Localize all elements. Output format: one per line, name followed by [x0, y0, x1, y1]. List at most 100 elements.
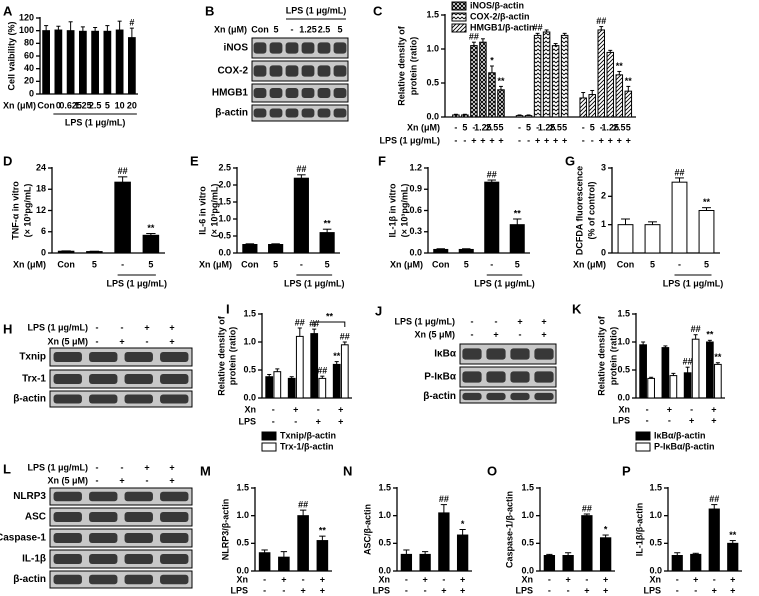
- y-axis-label: protein (ratio): [227, 327, 237, 386]
- band: [301, 65, 315, 77]
- y-tick-label: 12: [36, 205, 46, 215]
- condition-cell: 2.5: [89, 100, 102, 110]
- y-tick-label: 1.0: [521, 510, 534, 520]
- band: [301, 108, 315, 118]
- blot-strip: [49, 528, 193, 548]
- y-tick-label: 60: [24, 50, 34, 60]
- significance-mark: **: [497, 76, 505, 86]
- condition-cell: +: [169, 322, 174, 332]
- condition-label: LPS (1 μg/mL): [394, 316, 455, 326]
- condition-cell: 5: [105, 100, 110, 110]
- condition-cell: -: [668, 415, 671, 425]
- panel-letter: J: [375, 303, 382, 318]
- condition-cell: +: [730, 574, 735, 584]
- y-axis-label: (× 10³pg/mL): [399, 184, 409, 238]
- band: [160, 351, 189, 363]
- bar: [400, 553, 413, 572]
- condition-cell: 20: [127, 100, 137, 110]
- condition-label: Xn: [244, 404, 256, 414]
- bar: [691, 338, 700, 399]
- legend-swatch: [635, 431, 651, 441]
- condition-cell: 1.25: [538, 122, 556, 132]
- bracket-label: LPS (1 μg/mL): [106, 278, 167, 288]
- bar: [91, 30, 99, 95]
- y-tick-label: 6: [41, 226, 46, 236]
- band: [317, 108, 331, 118]
- significance-mark: *: [461, 519, 465, 529]
- condition-label: LPS (1 μg/mL): [27, 462, 88, 472]
- condition-cell: -: [471, 316, 474, 326]
- band: [124, 511, 153, 523]
- y-tick-label: 1.0: [649, 510, 662, 520]
- significance-mark: ##: [709, 494, 719, 504]
- bar: [533, 34, 542, 118]
- condition-cell: 1.25: [602, 122, 620, 132]
- condition-label: Xn: [378, 574, 390, 584]
- condition-cell: Con: [617, 259, 635, 269]
- condition-cell: +: [441, 585, 446, 595]
- condition-cell: -: [694, 585, 697, 595]
- band: [89, 351, 118, 363]
- condition-cell: -: [121, 462, 124, 472]
- band: [253, 42, 267, 54]
- condition-cell: +: [730, 585, 735, 595]
- bar: [142, 234, 160, 254]
- bar: [615, 74, 624, 118]
- condition-cell: +: [693, 574, 698, 584]
- band: [124, 553, 153, 565]
- y-tick-label: 1.2: [409, 162, 422, 172]
- y-tick-label: 1.0: [236, 510, 249, 520]
- bar: [560, 34, 569, 118]
- significance-mark: #: [129, 18, 134, 28]
- legend-swatch: [635, 442, 651, 452]
- band: [53, 532, 82, 544]
- y-axis-label: IL-6 in vitro: [197, 186, 207, 235]
- band: [160, 532, 189, 544]
- condition-cell: -: [121, 259, 124, 269]
- y-axis-label: (× 10³pg/mL): [22, 184, 32, 238]
- blot-strip: [49, 369, 193, 389]
- band: [534, 371, 554, 383]
- significance-mark: **: [319, 526, 327, 536]
- condition-cell: -: [96, 475, 99, 485]
- condition-cell: +: [480, 135, 485, 145]
- significance-mark: ##: [317, 366, 327, 376]
- band: [53, 574, 82, 585]
- bar: [671, 555, 683, 572]
- y-axis-label: DCFDA fluorescence: [574, 166, 584, 255]
- y-tick-label: 100: [19, 25, 34, 35]
- band: [89, 511, 118, 523]
- condition-cell: +: [144, 462, 149, 472]
- y-axis-label: Relative density of: [396, 25, 406, 106]
- bar: [647, 377, 655, 399]
- y-tick-label: 1.0: [426, 43, 439, 53]
- y-tick-label: 3: [601, 162, 606, 172]
- comparison-label: **: [326, 311, 334, 321]
- legend-label: Trx-1/β-actin: [280, 441, 334, 451]
- condition-label: Xn (μM): [3, 100, 36, 110]
- condition-cell: -: [405, 585, 408, 595]
- condition-cell: -: [300, 259, 303, 269]
- condition-cell: +: [460, 585, 465, 595]
- bar: [661, 347, 670, 399]
- significance-mark: ##: [533, 23, 543, 33]
- condition-label: LPS: [372, 585, 390, 595]
- condition-cell: -: [591, 135, 594, 145]
- condition-cell: +: [626, 135, 631, 145]
- condition-cell: +: [608, 135, 613, 145]
- condition-cell: -: [582, 122, 585, 132]
- panel-letter: B: [205, 3, 214, 18]
- bar: [484, 181, 500, 254]
- panel-letter: E: [190, 153, 199, 168]
- band: [462, 392, 482, 401]
- band: [269, 65, 283, 77]
- panel-letter: P: [622, 463, 631, 478]
- y-tick-label: 0.3: [409, 226, 422, 236]
- band: [89, 394, 118, 404]
- y-tick-label: 0.0: [426, 111, 439, 121]
- y-axis-label: IL-1β/β-actin: [634, 503, 644, 557]
- y-tick-label: 18: [36, 184, 46, 194]
- condition-cell: 5: [464, 259, 469, 269]
- panel-letter: A: [3, 3, 13, 18]
- bar: [456, 534, 469, 572]
